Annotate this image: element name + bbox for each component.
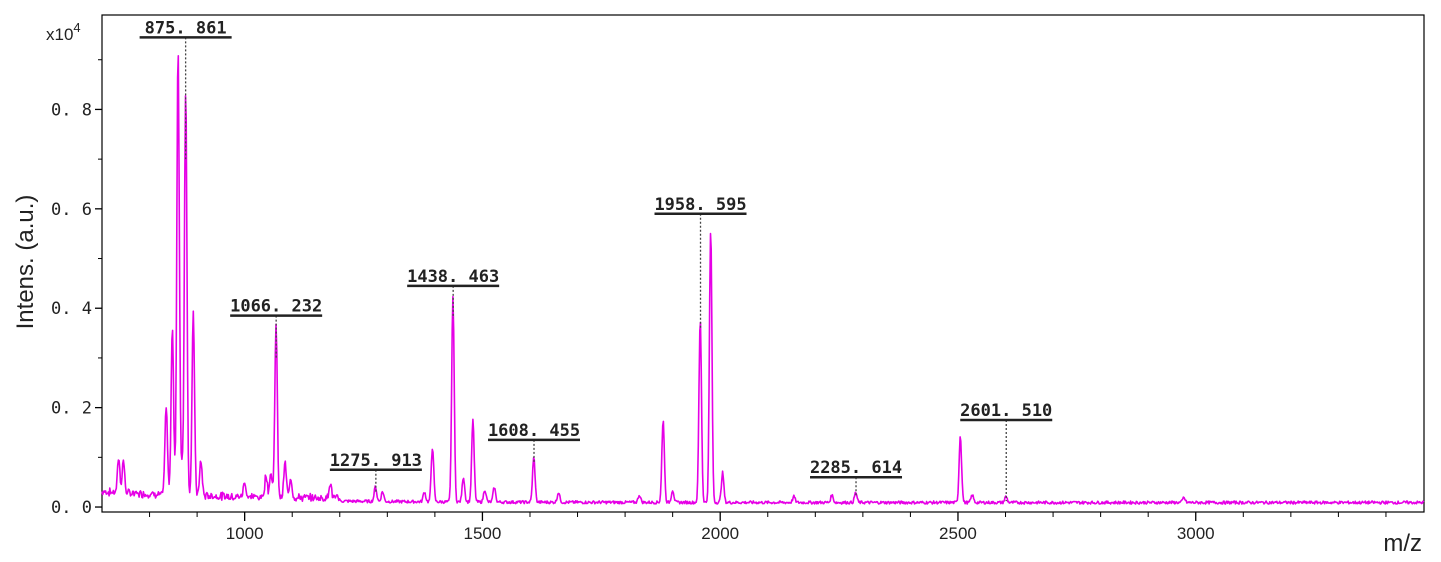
y-axis-ticks: 0. 0 0. 2 0. 4 0. 6 0. 8 [51,100,102,518]
peak-annotation-0: 875. 861 [139,18,232,160]
x-tick-label-3: 2500 [939,524,977,543]
y-tick-label-3: 0. 6 [51,200,92,220]
y-tick-label-2: 0. 4 [51,299,92,319]
peak-annotation-3: 1438. 463 [407,267,499,319]
peak-label: 1438. 463 [407,267,499,287]
peak-label: 1958. 595 [654,195,746,215]
x-axis-label: m/z [1383,530,1422,557]
minor-ticks [98,59,1387,517]
x-tick-label-2: 2000 [701,524,739,543]
x-tick-label-1: 1500 [464,524,502,543]
y-multiplier-exponent: 4 [73,20,80,35]
spectrum-trace [101,55,1425,505]
peak-annotation-4: 1608. 455 [488,421,580,463]
peak-label: 2601. 510 [960,401,1052,421]
plot-frame [101,14,1425,513]
peak-label: 2285. 614 [810,458,902,478]
x-axis-ticks: 1000 1500 2000 2500 3000 [226,512,1215,543]
y-multiplier-base: x10 [46,25,73,44]
peak-annotation-2: 1275. 913 [330,451,422,493]
spectrum-trace-layer [101,55,1425,505]
x-tick-label-0: 1000 [226,524,264,543]
y-tick-label-4: 0. 8 [51,100,92,120]
y-axis-label: Intens. (a.u.) [12,195,39,330]
y-multiplier-label: x104 [46,20,81,44]
peak-annotations: 875. 861 1066. 232 1275. 913 1438. 463 1608.… [139,18,1052,502]
peak-annotation-5: 1958. 595 [654,195,747,329]
peak-label: 875. 861 [145,18,227,38]
peak-label: 1275. 913 [330,451,422,471]
peak-label: 1608. 455 [488,421,580,441]
y-tick-label-1: 0. 2 [51,399,92,419]
x-tick-label-4: 3000 [1177,524,1215,543]
peak-annotation-7: 2601. 510 [960,401,1052,502]
y-tick-label-0: 0. 0 [51,498,92,518]
peak-label: 1066. 232 [230,297,322,317]
peak-annotation-6: 2285. 614 [810,458,902,498]
peak-annotation-1: 1066. 232 [230,297,322,358]
